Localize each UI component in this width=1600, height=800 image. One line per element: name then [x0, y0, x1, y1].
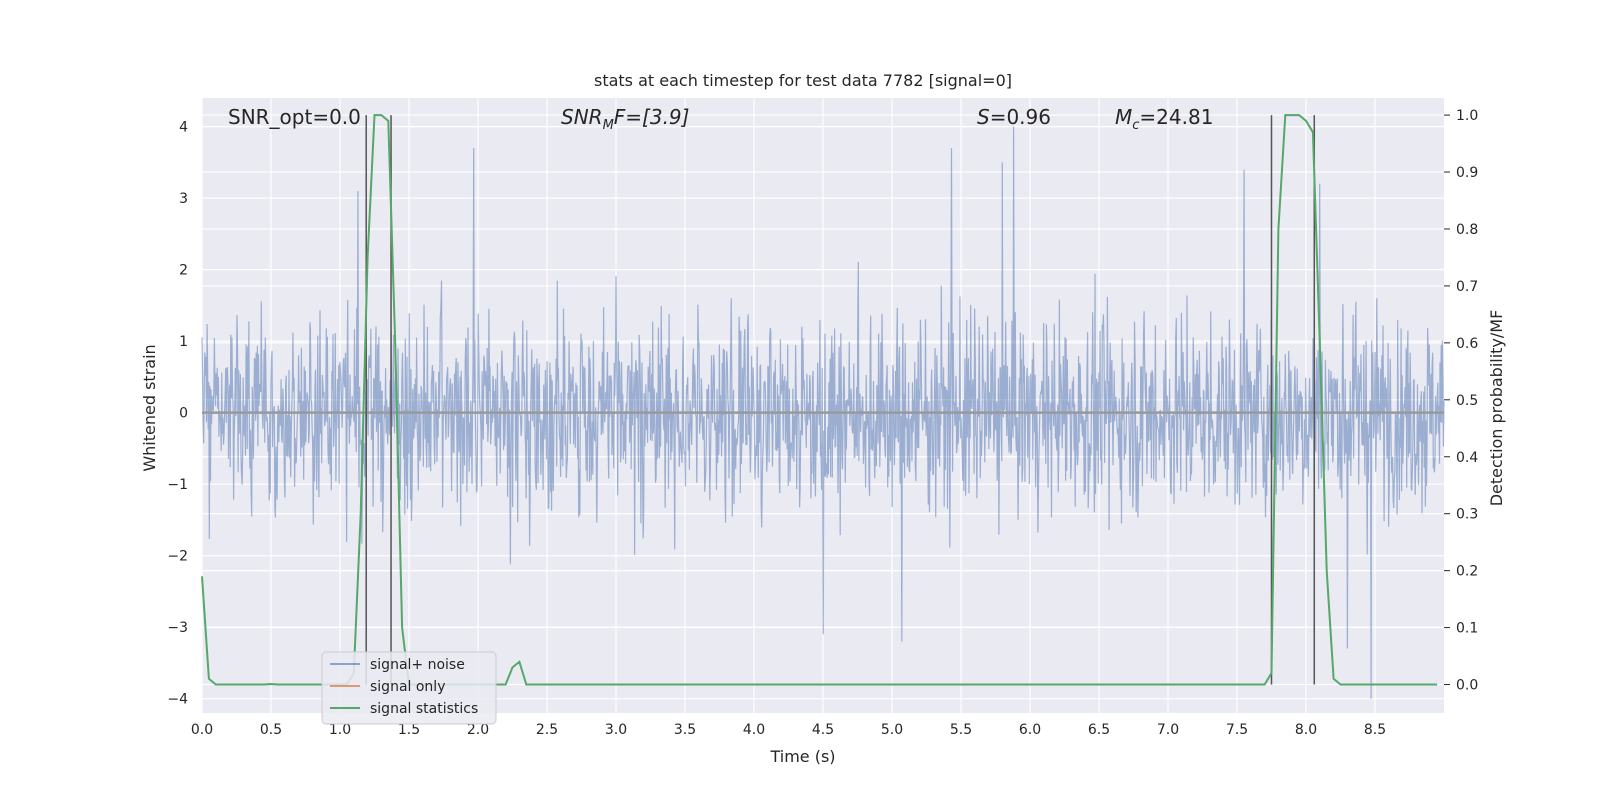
y-right-tick-label: 0.7 [1456, 279, 1478, 295]
x-tick-label: 4.5 [812, 722, 834, 738]
y-axis-title-right: Detection probability/MF [1487, 310, 1506, 507]
mc-value: =24.81 [1139, 105, 1213, 129]
annotation-snr-opt: SNR_opt=0.0 [228, 105, 361, 129]
y-tick-label: −2 [167, 549, 188, 565]
y-axis-ticks-left: −4 −3 −2 −1 0 1 2 3 4 [167, 120, 188, 708]
y-tick-label: −3 [167, 620, 188, 636]
x-tick-label: 5.5 [950, 722, 972, 738]
x-tick-label: 3.0 [605, 722, 627, 738]
y-tick-label: 2 [179, 263, 188, 279]
y-right-tick-label: 0.6 [1456, 336, 1478, 352]
y-right-tick-label: 0.0 [1456, 678, 1478, 694]
x-tick-label: 5.0 [881, 722, 903, 738]
y-tick-label: −4 [167, 692, 188, 708]
x-tick-label: 0.0 [191, 722, 213, 738]
legend-entry-signal: signal only [370, 679, 445, 695]
y-right-tick-label: 0.8 [1456, 222, 1478, 238]
x-tick-label: 4.0 [743, 722, 765, 738]
x-tick-label: 1.5 [398, 722, 420, 738]
y-right-tick-label: 0.2 [1456, 564, 1478, 580]
snr-mf-sub: M [603, 118, 614, 133]
y-right-tick-label: 0.5 [1456, 393, 1478, 409]
y-right-tick-label: 0.9 [1456, 165, 1478, 181]
x-tick-label: 7.5 [1226, 722, 1248, 738]
legend: signal+ noise signal only signal statist… [321, 651, 497, 725]
x-tick-label: 6.5 [1088, 722, 1110, 738]
chart-title: stats at each timestep for test data 778… [594, 71, 1012, 90]
x-tick-label: 1.0 [329, 722, 351, 738]
snr-mf-rest: F=[3.9] [614, 105, 690, 129]
snr-mf-base: SNR [561, 105, 603, 129]
y-right-tick-label: 0.3 [1456, 507, 1478, 523]
x-tick-label: 8.0 [1295, 722, 1317, 738]
y-tick-label: 0 [179, 406, 188, 422]
annotation-s: S=0.96 [977, 105, 1051, 129]
mc-label: M [1115, 105, 1132, 129]
y-tick-label: −1 [167, 477, 188, 493]
y-right-tick-label: 0.4 [1456, 450, 1478, 466]
y-right-tick-label: 0.1 [1456, 621, 1478, 637]
s-value: =0.96 [990, 105, 1051, 129]
y-axis-title-left: Whitened strain [140, 344, 159, 471]
x-tick-label: 7.0 [1157, 722, 1179, 738]
annotation-mc: Mc=24.81 [1115, 105, 1213, 133]
x-tick-label: 2.5 [536, 722, 558, 738]
legend-box [321, 651, 497, 725]
mc-sub: c [1132, 118, 1139, 133]
y-tick-label: 1 [179, 334, 188, 350]
legend-entry-stats: signal statistics [370, 701, 478, 717]
legend-entry-noise: signal+ noise [370, 657, 465, 673]
signal-plus-noise-line [201, 126, 1445, 699]
detection-markers [365, 115, 1316, 685]
series-signal-plus-noise [201, 126, 1445, 699]
s-label: S [977, 105, 990, 129]
y-axis-ticks-right: 0.0 0.1 0.2 0.3 0.4 0.5 0.6 0.7 0.8 0.9 1.0 [1444, 108, 1478, 694]
y-right-tick-label: 1.0 [1456, 108, 1478, 124]
y-tick-label: 3 [179, 191, 188, 207]
x-axis-title: Time (s) [769, 747, 835, 766]
y-tick-label: 4 [179, 120, 188, 136]
x-axis-ticks: 0.0 0.5 1.0 1.5 2.0 2.5 3.0 3.5 4.0 4.5 5.0 5.5 6.0 6… [191, 722, 1386, 738]
annotation-snr-mf: SNRMF=[3.9] [561, 105, 689, 133]
x-tick-label: 2.0 [467, 722, 489, 738]
x-tick-label: 6.0 [1019, 722, 1041, 738]
x-tick-label: 8.5 [1364, 722, 1386, 738]
x-tick-label: 3.5 [674, 722, 696, 738]
x-tick-label: 0.5 [260, 722, 282, 738]
